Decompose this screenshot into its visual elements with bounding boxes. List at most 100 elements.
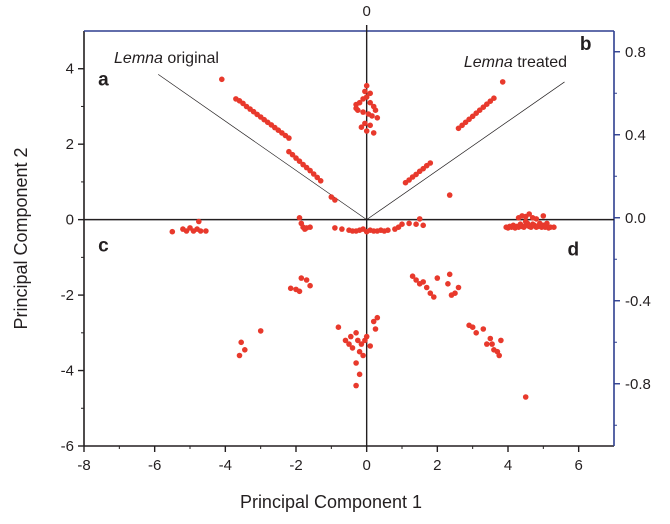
data-point bbox=[431, 294, 437, 300]
data-point bbox=[473, 330, 480, 336]
data-point bbox=[480, 326, 487, 332]
data-point bbox=[197, 228, 204, 234]
x-tick-label: 6 bbox=[574, 457, 582, 474]
data-point bbox=[296, 215, 303, 221]
data-point bbox=[416, 216, 423, 222]
loading-vectors bbox=[157, 74, 565, 220]
data-point bbox=[484, 341, 490, 347]
x-axis-ticks: -8 -6 -4 -2 0 2 4 6 bbox=[77, 446, 583, 474]
data-point bbox=[307, 167, 313, 174]
top-axis-zero-label: 0 bbox=[362, 3, 370, 20]
data-point bbox=[385, 227, 391, 233]
data-point bbox=[332, 197, 338, 203]
data-point bbox=[487, 335, 494, 342]
data-point bbox=[286, 135, 292, 141]
data-point bbox=[374, 314, 381, 321]
x-tick-label: -6 bbox=[148, 457, 161, 474]
y-tick-label: -4 bbox=[61, 363, 74, 380]
data-points bbox=[169, 76, 557, 400]
data-point bbox=[452, 290, 458, 297]
y-tick-label: 0 bbox=[66, 212, 74, 229]
data-point bbox=[427, 160, 434, 166]
right-y-tick-label: 0.0 bbox=[625, 210, 646, 227]
quadrant-label-d: d bbox=[568, 239, 580, 260]
data-point bbox=[339, 226, 345, 232]
annotations: Lemna original Lemna treated bbox=[114, 50, 567, 71]
right-y-tick-label: -0.4 bbox=[625, 293, 651, 310]
data-point bbox=[544, 220, 550, 227]
data-point bbox=[367, 122, 374, 129]
data-point bbox=[374, 115, 381, 121]
data-point bbox=[317, 178, 324, 184]
y-tick-label: 4 bbox=[66, 61, 74, 78]
data-point bbox=[522, 394, 529, 400]
data-point bbox=[169, 228, 176, 235]
x-tick-label: -4 bbox=[219, 457, 232, 474]
data-point bbox=[307, 282, 313, 289]
y-tick-label: -2 bbox=[61, 287, 74, 304]
plot-frame bbox=[83, 30, 615, 447]
data-point bbox=[434, 275, 441, 281]
data-point bbox=[362, 120, 368, 127]
data-point bbox=[445, 281, 451, 287]
data-point bbox=[533, 216, 540, 222]
data-point bbox=[238, 339, 244, 346]
data-point bbox=[196, 218, 202, 225]
data-point bbox=[310, 171, 317, 177]
data-point bbox=[360, 352, 366, 359]
data-point bbox=[332, 225, 338, 231]
data-point bbox=[370, 130, 377, 136]
data-point bbox=[236, 352, 243, 359]
data-point bbox=[455, 284, 462, 291]
loading-vector bbox=[366, 81, 565, 220]
data-point bbox=[372, 326, 379, 332]
x-axis-title: Principal Component 1 bbox=[240, 492, 422, 512]
data-point bbox=[526, 211, 532, 217]
data-point bbox=[420, 279, 427, 285]
data-point bbox=[335, 324, 342, 331]
data-point bbox=[496, 352, 503, 359]
data-point bbox=[370, 318, 377, 325]
data-point bbox=[289, 151, 296, 158]
data-point bbox=[356, 348, 363, 355]
data-point bbox=[356, 371, 363, 378]
annotation-lemna-original: Lemna original bbox=[114, 50, 219, 67]
x-tick-label: -8 bbox=[77, 457, 90, 474]
x-tick-label: 4 bbox=[504, 457, 512, 474]
data-point bbox=[363, 94, 370, 100]
data-point bbox=[353, 360, 359, 366]
y-tick-label: -6 bbox=[61, 438, 74, 455]
data-point bbox=[423, 284, 430, 291]
y-axis-ticks: -6 -4 -2 0 2 4 bbox=[61, 61, 84, 455]
data-point bbox=[219, 76, 225, 83]
data-point bbox=[296, 158, 303, 164]
data-point bbox=[522, 218, 529, 225]
data-point bbox=[363, 82, 370, 89]
data-point bbox=[353, 382, 359, 389]
data-point bbox=[446, 192, 453, 198]
right-y-tick-label: 0.4 bbox=[625, 127, 646, 144]
data-point bbox=[367, 90, 374, 97]
data-point bbox=[346, 341, 352, 347]
data-point bbox=[203, 228, 209, 234]
data-point bbox=[348, 333, 354, 340]
y-axis-title: Principal Component 2 bbox=[11, 147, 31, 329]
data-point bbox=[363, 333, 370, 340]
data-point bbox=[242, 347, 248, 353]
data-point bbox=[372, 107, 379, 113]
data-point bbox=[358, 124, 365, 130]
quadrant-label-a: a bbox=[98, 70, 109, 91]
data-point bbox=[362, 88, 368, 95]
x-tick-label: -2 bbox=[289, 457, 302, 474]
data-point bbox=[551, 224, 557, 230]
data-point bbox=[349, 345, 356, 351]
data-point bbox=[427, 290, 434, 297]
data-point bbox=[353, 330, 359, 336]
x-tick-label: 0 bbox=[362, 457, 370, 474]
data-point bbox=[406, 220, 412, 227]
data-point bbox=[287, 285, 294, 292]
data-point bbox=[360, 109, 366, 115]
data-point bbox=[257, 328, 264, 334]
data-point bbox=[367, 343, 374, 349]
data-point bbox=[363, 128, 370, 134]
